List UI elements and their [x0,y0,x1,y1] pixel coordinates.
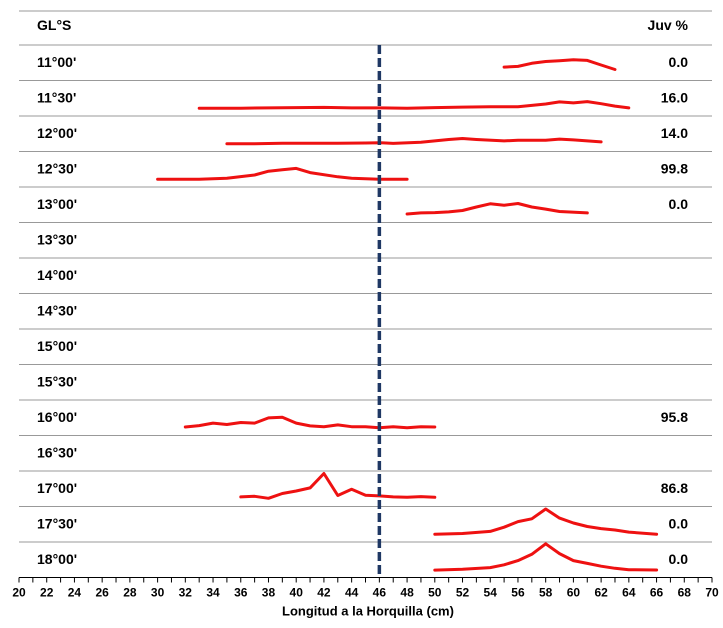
series-lines [156,58,659,572]
juvenile-percent-label: 0.0 [669,54,689,70]
x-axis-title: Longitud a la Horquilla (cm) [282,604,454,619]
x-tick-label: 58 [539,586,553,600]
x-tick-label: 28 [123,586,137,600]
x-tick-label: 52 [456,586,470,600]
juvenile-percent-label: 0.0 [669,516,689,532]
x-tick-label: 26 [95,586,109,600]
length-distribution-line [405,202,589,216]
x-tick-label: 70 [705,586,719,600]
juvenile-percent-label: 99.8 [661,161,688,177]
juvenile-percent-label: 0.0 [669,196,689,212]
x-tick-label: 68 [678,586,692,600]
header-latitude: GL°S [37,17,71,33]
x-tick-label: 30 [151,586,165,600]
x-tick-label: 66 [650,586,664,600]
length-distribution-line [433,542,659,572]
latitude-label: 14°30' [37,303,77,319]
juvenile-percent-label: 16.0 [661,90,688,106]
latitude-label: 13°00' [37,196,77,212]
latitude-label: 13°30' [37,232,77,248]
x-tick-label: 32 [179,586,193,600]
x-tick-label: 22 [40,586,54,600]
latitude-label: 14°00' [37,267,77,283]
x-tick-label: 38 [262,586,276,600]
length-distribution-line [225,137,603,146]
x-tick-label: 64 [622,586,636,600]
latitude-label: 16°00' [37,409,77,425]
x-tick-label: 56 [511,586,525,600]
x-tick-label: 46 [373,586,387,600]
juvenile-percent-label: 95.8 [661,409,688,425]
latitude-label: 11°00' [37,54,76,70]
latitude-label: 15°00' [37,338,77,354]
x-tick-label: 40 [290,586,304,600]
juvenile-percent-label: 14.0 [661,125,688,141]
length-distribution-line [197,100,631,110]
length-distribution-line [239,472,437,500]
latitude-label: 12°30' [37,161,77,177]
latitude-label: 17°30' [37,516,77,532]
x-tick-label: 50 [428,586,442,600]
latitude-label: 16°30' [37,445,77,461]
juvenile-percent-label: 86.8 [661,480,688,496]
latitude-label: 18°00' [37,551,77,567]
x-tick-label: 24 [68,586,82,600]
latitude-label: 15°30' [37,374,77,390]
x-tick-label: 48 [400,586,414,600]
x-tick-label: 54 [484,586,498,600]
length-distribution-line [156,166,409,181]
juvenile-percent-label: 0.0 [669,551,689,567]
x-tick-label: 34 [206,586,220,600]
x-axis: 20 22 24 26 28 30 32 34 36 38 40 42 44 46 48 50 52 54 56 58… [12,577,719,600]
row-labels: 11°00' 0.0 11°30' 16.0 12°00' 14.0 12°30' 99.8 1… [37,54,688,567]
x-tick-label: 20 [12,586,26,600]
x-tick-label: 42 [317,586,331,600]
length-distribution-line [433,507,659,536]
latitude-label: 12°00' [37,125,77,141]
row-separators [19,10,712,543]
x-tick-label: 60 [567,586,581,600]
x-tick-label: 36 [234,586,248,600]
x-tick-label: 62 [594,586,608,600]
latitude-label: 11°30' [37,90,76,106]
latitude-label: 17°00' [37,480,77,496]
x-tick-label: 44 [345,586,359,600]
header-juvenile-percent: Juv % [648,17,689,33]
length-distribution-line [183,415,437,430]
length-distribution-line [502,58,617,71]
